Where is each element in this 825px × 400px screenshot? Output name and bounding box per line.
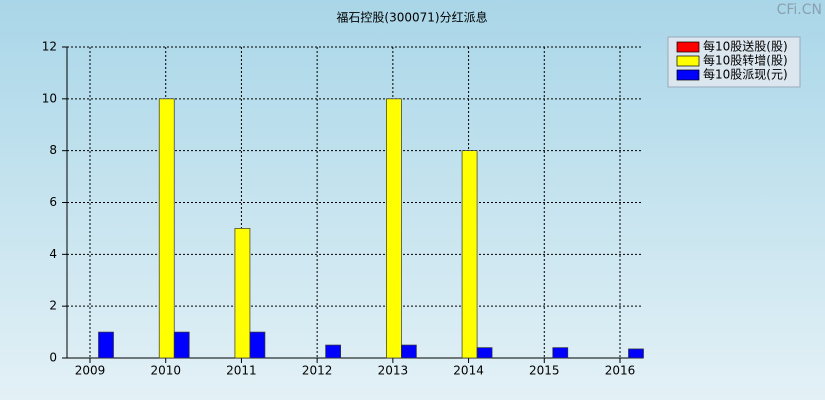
x-tick-label: 2016 — [605, 364, 636, 378]
bar — [325, 344, 341, 359]
x-tick-label: 2014 — [453, 364, 484, 378]
bar — [401, 344, 417, 359]
y-tick-label: 2 — [49, 299, 57, 313]
y-tick-label: 10 — [42, 91, 57, 105]
x-tick-label: 2015 — [529, 364, 560, 378]
bar — [476, 347, 493, 359]
bar — [173, 331, 190, 359]
bar — [98, 331, 114, 359]
y-tick-label: 0 — [49, 351, 57, 365]
bar — [386, 98, 402, 359]
x-tick-label: 2010 — [150, 364, 181, 378]
bar — [628, 348, 644, 359]
y-tick-label: 8 — [49, 143, 57, 157]
chart-title: 福石控股(300071)分红派息 — [336, 10, 487, 25]
bar — [461, 150, 478, 359]
bar — [158, 98, 175, 359]
x-tick-label: 2009 — [75, 364, 106, 378]
legend-swatch — [676, 69, 700, 81]
x-tick-label: 2013 — [378, 364, 409, 378]
legend-label: 每10股送股(股) — [703, 39, 788, 54]
y-tick-label: 6 — [49, 195, 57, 209]
bar — [249, 331, 266, 359]
legend: 每10股送股(股)每10股转增(股)每10股派现(元) — [667, 36, 801, 88]
bar — [234, 228, 251, 359]
legend-label: 每10股派现(元) — [703, 67, 788, 82]
bar — [552, 347, 569, 359]
legend-swatch — [676, 41, 700, 53]
x-tick-label: 2012 — [302, 364, 333, 378]
legend-swatch — [676, 55, 700, 67]
y-tick-label: 12 — [42, 40, 57, 54]
watermark: CFi.CN — [777, 2, 822, 18]
y-tick-label: 4 — [49, 247, 57, 261]
x-tick-label: 2011 — [226, 364, 257, 378]
legend-label: 每10股转增(股) — [703, 53, 788, 68]
